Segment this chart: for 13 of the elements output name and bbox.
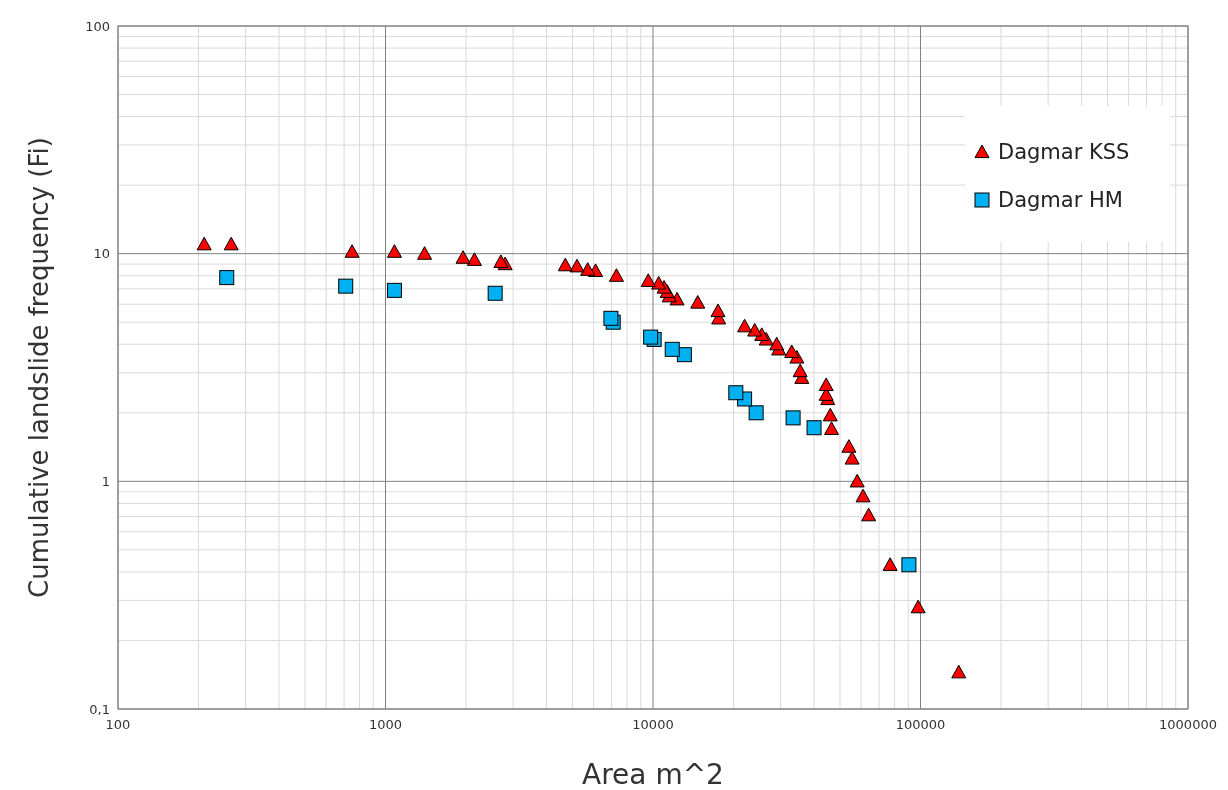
y-axis-title: Cumulative landslide frequency (Fi) (24, 137, 54, 598)
y-tick-label: 1 (101, 473, 110, 489)
y-tick-label: 10 (93, 246, 110, 262)
x-tick-label: 1000 (368, 717, 403, 732)
x-axis-title: Area m^2 (582, 758, 724, 790)
legend-label: Dagmar HM (998, 188, 1123, 213)
x-tick-label: 100 (105, 717, 131, 732)
legend-label: Dagmar KSS (998, 140, 1130, 165)
x-tick-label: 100000 (895, 717, 946, 732)
x-tick-label: 1000000 (1159, 717, 1217, 732)
y-tick-label: 0,1 (89, 701, 110, 717)
y-tick-label: 100 (85, 18, 110, 34)
x-tick-label: 10000 (632, 717, 674, 732)
